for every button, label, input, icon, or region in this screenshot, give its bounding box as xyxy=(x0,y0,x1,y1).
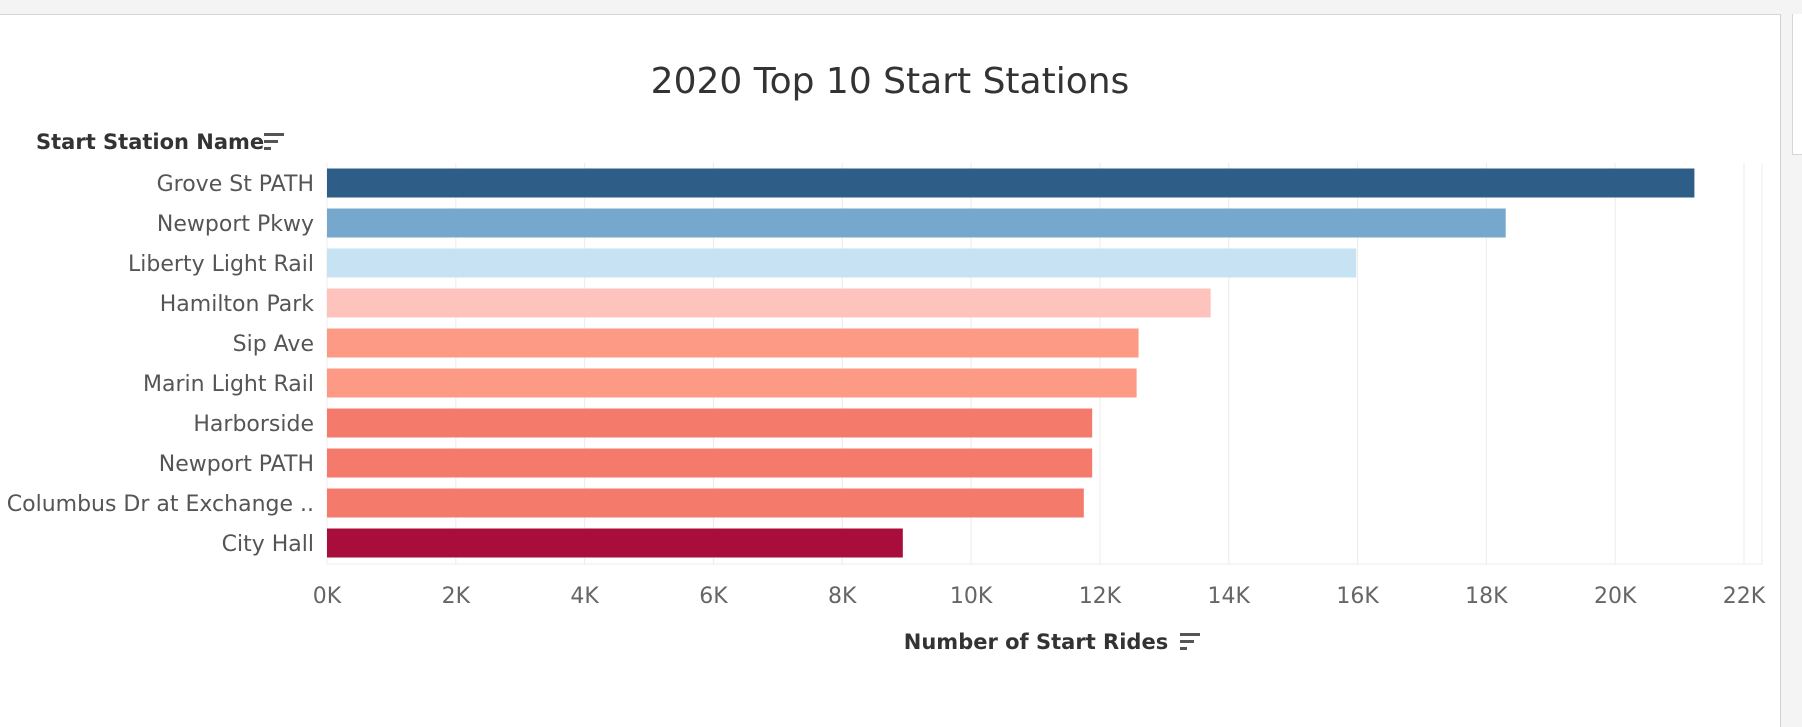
bar[interactable] xyxy=(327,528,903,558)
category-labels: Grove St PATH Newport Pkwy Liberty Light R… xyxy=(7,172,314,557)
y-axis-label: Start Station Name xyxy=(36,130,264,154)
bar[interactable] xyxy=(327,408,1093,438)
chart-title: 2020 Top 10 Start Stations xyxy=(651,61,1130,102)
x-tick-label: 12K xyxy=(1079,584,1122,609)
bar[interactable] xyxy=(327,488,1084,518)
bar-chart: 2020 Top 10 Start Stations Start Station… xyxy=(7,61,1766,654)
x-tick-label: 4K xyxy=(570,584,599,609)
category-label: Harborside xyxy=(193,412,314,437)
x-tick-label: 8K xyxy=(828,584,857,609)
category-label: Marin Light Rail xyxy=(143,372,314,397)
bar[interactable] xyxy=(327,208,1506,238)
bar[interactable] xyxy=(327,288,1211,318)
side-panel xyxy=(1792,14,1802,155)
x-axis-label: Number of Start Rides xyxy=(904,630,1168,654)
x-tick-label: 6K xyxy=(699,584,728,609)
category-label: Liberty Light Rail xyxy=(128,252,314,277)
x-tick-label: 14K xyxy=(1208,584,1251,609)
bar[interactable] xyxy=(327,248,1357,278)
bar[interactable] xyxy=(327,368,1137,398)
bar[interactable] xyxy=(327,168,1695,198)
y-axis-header[interactable]: Start Station Name xyxy=(36,130,284,154)
category-label: City Hall xyxy=(222,532,314,557)
x-tick-label: 22K xyxy=(1723,584,1766,609)
x-tick-label: 10K xyxy=(950,584,993,609)
category-label: Hamilton Park xyxy=(160,292,315,317)
x-tick-label: 16K xyxy=(1336,584,1379,609)
x-tick-label: 20K xyxy=(1594,584,1637,609)
x-tick-label: 2K xyxy=(442,584,471,609)
sort-descending-icon[interactable] xyxy=(1180,633,1200,650)
viz-frame: 2020 Top 10 Start Stations Start Station… xyxy=(0,14,1781,727)
category-label: Sip Ave xyxy=(233,332,314,357)
category-label: Newport Pkwy xyxy=(157,212,314,237)
x-axis-ticks: 0K 2K 4K 6K 8K 10K 12K 14K 16K 18K 20K 22K xyxy=(313,584,1766,609)
category-label: Newport PATH xyxy=(159,452,314,477)
bar[interactable] xyxy=(327,328,1139,358)
category-label: Grove St PATH xyxy=(157,172,314,197)
x-tick-label: 18K xyxy=(1465,584,1508,609)
x-axis-header[interactable]: Number of Start Rides xyxy=(904,630,1200,654)
category-label: Columbus Dr at Exchange .. xyxy=(7,492,314,517)
bars xyxy=(327,168,1695,558)
x-tick-label: 0K xyxy=(313,584,342,609)
bar[interactable] xyxy=(327,448,1093,478)
sort-descending-icon[interactable] xyxy=(264,133,284,150)
